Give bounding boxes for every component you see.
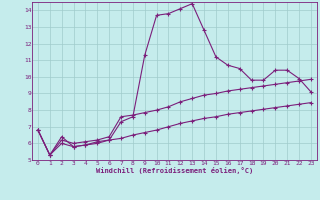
X-axis label: Windchill (Refroidissement éolien,°C): Windchill (Refroidissement éolien,°C) — [96, 167, 253, 174]
